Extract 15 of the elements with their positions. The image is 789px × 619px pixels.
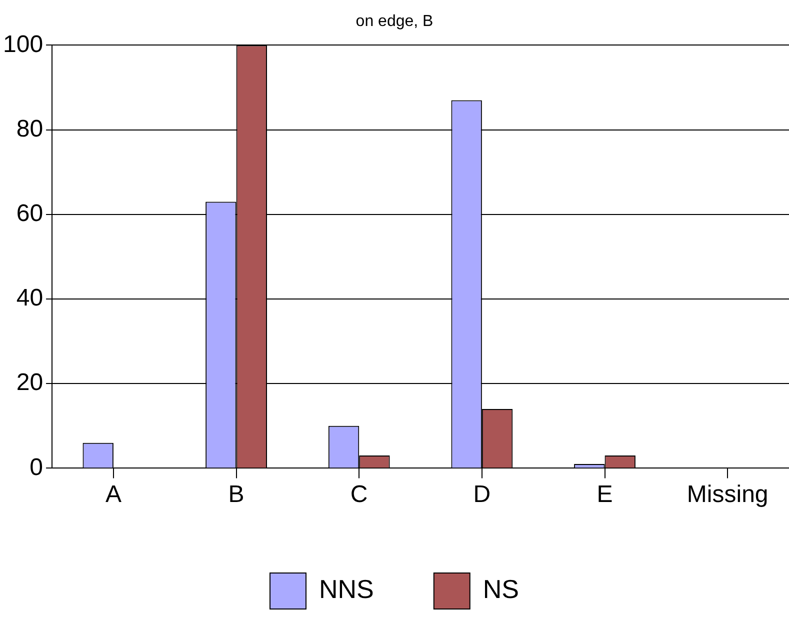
legend-label: NS xyxy=(482,574,520,604)
y-tick-label: 40 xyxy=(16,284,44,312)
x-tick-label: Missing xyxy=(686,481,768,508)
y-tick-label: 0 xyxy=(30,454,44,481)
x-tick-label: E xyxy=(596,481,613,508)
y-tick-label: 100 xyxy=(2,30,44,58)
x-tick-label: B xyxy=(228,481,244,508)
y-tick-label: 80 xyxy=(16,115,44,142)
y-tick-label: 20 xyxy=(16,369,44,396)
x-tick-label: C xyxy=(350,481,368,508)
x-tick-label: D xyxy=(473,481,491,508)
x-tick-label: A xyxy=(105,481,122,508)
chart-title: on edge, B xyxy=(356,13,434,30)
y-tick-label: 60 xyxy=(16,200,44,228)
legend-label: NNS xyxy=(318,574,374,604)
